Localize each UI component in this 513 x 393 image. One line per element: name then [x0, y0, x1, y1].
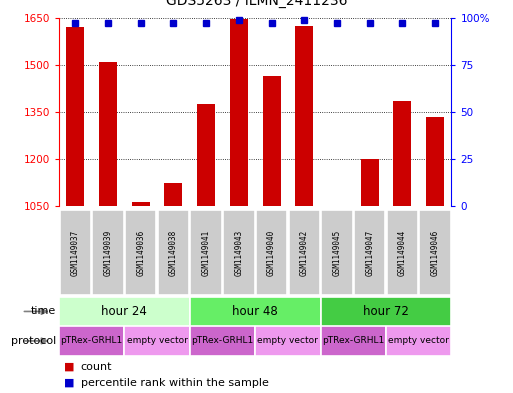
- Bar: [263, 76, 281, 206]
- Bar: [321, 297, 451, 326]
- Text: hour 72: hour 72: [363, 305, 409, 318]
- Bar: [321, 210, 352, 295]
- Text: GSM1149046: GSM1149046: [430, 230, 440, 275]
- Text: empty vector: empty vector: [388, 336, 449, 345]
- Bar: [223, 210, 254, 295]
- Bar: [158, 210, 189, 295]
- Text: GSM1149036: GSM1149036: [136, 230, 145, 275]
- Text: pTRex-GRHL1: pTRex-GRHL1: [191, 336, 253, 345]
- Text: percentile rank within the sample: percentile rank within the sample: [81, 378, 268, 387]
- Text: GSM1149041: GSM1149041: [202, 230, 211, 275]
- Text: GSM1149037: GSM1149037: [71, 230, 80, 275]
- Text: hour 24: hour 24: [102, 305, 147, 318]
- Text: GSM1149040: GSM1149040: [267, 230, 276, 275]
- Bar: [426, 117, 444, 206]
- Text: pTRex-GRHL1: pTRex-GRHL1: [322, 336, 384, 345]
- Bar: [256, 210, 287, 295]
- Text: GSM1149045: GSM1149045: [332, 230, 342, 275]
- Bar: [66, 27, 84, 206]
- Bar: [165, 183, 183, 206]
- Text: empty vector: empty vector: [258, 336, 319, 345]
- Bar: [255, 326, 321, 356]
- Bar: [59, 326, 124, 356]
- Bar: [289, 210, 320, 295]
- Bar: [59, 297, 190, 326]
- Text: hour 48: hour 48: [232, 305, 278, 318]
- Bar: [125, 210, 156, 295]
- Text: GSM1149042: GSM1149042: [300, 230, 309, 275]
- Text: ■: ■: [64, 362, 74, 372]
- Text: time: time: [31, 307, 56, 316]
- Bar: [393, 101, 411, 206]
- Text: GSM1149043: GSM1149043: [234, 230, 243, 275]
- Bar: [197, 104, 215, 206]
- Text: ■: ■: [64, 378, 74, 387]
- Bar: [420, 210, 451, 295]
- Text: empty vector: empty vector: [127, 336, 188, 345]
- Bar: [92, 210, 124, 295]
- Bar: [354, 210, 385, 295]
- Text: GSM1149044: GSM1149044: [398, 230, 407, 275]
- Bar: [132, 202, 150, 206]
- Bar: [387, 210, 418, 295]
- Text: protocol: protocol: [11, 336, 56, 346]
- Bar: [361, 159, 379, 206]
- Bar: [190, 326, 255, 356]
- Bar: [321, 326, 386, 356]
- Text: GSM1149039: GSM1149039: [104, 230, 112, 275]
- Bar: [124, 326, 190, 356]
- Text: count: count: [81, 362, 112, 372]
- Bar: [230, 19, 248, 206]
- Bar: [295, 26, 313, 206]
- Text: pTRex-GRHL1: pTRex-GRHL1: [61, 336, 123, 345]
- Text: GSM1149038: GSM1149038: [169, 230, 178, 275]
- Text: GDS5263 / ILMN_2411236: GDS5263 / ILMN_2411236: [166, 0, 347, 8]
- Bar: [190, 297, 321, 326]
- Bar: [386, 326, 451, 356]
- Bar: [190, 210, 222, 295]
- Bar: [60, 210, 91, 295]
- Bar: [99, 62, 117, 206]
- Text: GSM1149047: GSM1149047: [365, 230, 374, 275]
